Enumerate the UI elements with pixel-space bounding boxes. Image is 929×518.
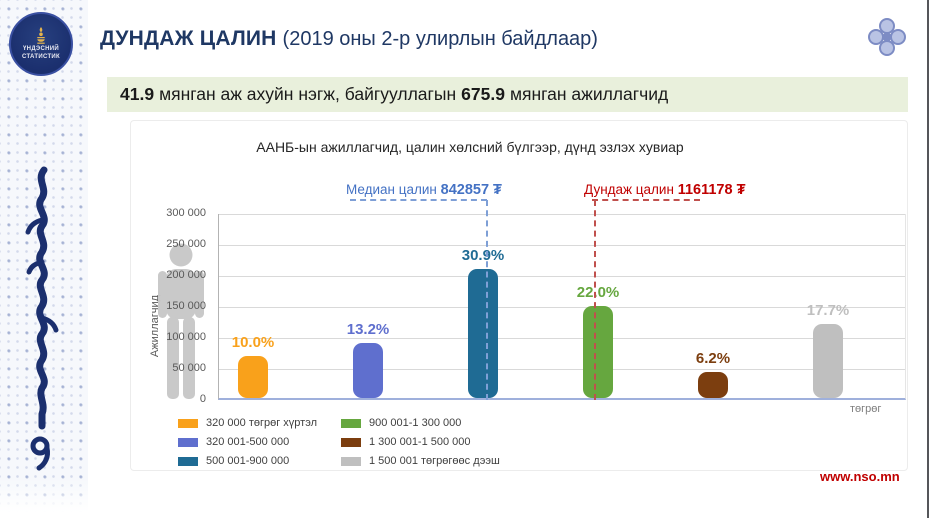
page-title-suffix: (2019 оны 2-р улирлын байдлаар) — [282, 28, 598, 50]
median-annotation-label: Медиан цалин — [346, 182, 437, 197]
bar-group-320k-500k: 13.2% — [347, 214, 389, 398]
page-title-main: ДУНДАЖ ЦАЛИН — [100, 27, 277, 50]
average-annotation-value: 1161178 ₮ — [677, 182, 746, 198]
bar-value-label: 10.0% — [231, 334, 275, 351]
banner-value-workers: 675.9 — [461, 84, 505, 104]
logo-text-line2: СТАТИСТИК — [21, 54, 60, 60]
page-title: ДУНДАЖ ЦАЛИН (2019 оны 2-р улирлын байдл… — [100, 27, 598, 51]
website-url: www.nso.mn — [820, 469, 900, 484]
legend-swatch — [178, 456, 198, 466]
bar — [583, 306, 613, 398]
logo-text-line1: ҮНДЭСНИЙ — [23, 45, 59, 52]
legend-label: 320 000 төгрөг хүртэл — [206, 417, 317, 429]
median-dashed-connector — [350, 199, 487, 201]
summary-banner: 41.9 мянган аж ахуйн нэгж, байгууллагын … — [107, 77, 908, 112]
legend-item: 320 000 төгрөг хүртэл — [178, 417, 341, 429]
nso-logo: ҮНДЭСНИЙ СТАТИСТИК — [9, 12, 73, 76]
legend-label: 1 300 001-1 500 000 — [369, 436, 471, 448]
legend-swatch — [341, 456, 361, 466]
sidebar-ornamental-band: ҮНДЭСНИЙ СТАТИСТИК — [0, 0, 88, 518]
y-tick: 150 000 — [166, 300, 206, 312]
bar — [353, 343, 383, 398]
legend-label: 320 001-500 000 — [206, 436, 290, 448]
plot-area: 10.0% 13.2% 30.9% 22.0% 6.2% 17.7% — [218, 214, 906, 400]
bar-group-under-320k: 10.0% — [232, 214, 274, 398]
chart-legend: 320 000 төгрөг хүртэл 320 001-500 000 50… — [178, 417, 500, 474]
gridline — [219, 245, 905, 246]
x-axis-title: төгрөг — [850, 403, 882, 415]
bar — [468, 269, 498, 398]
bar-group-500k-900k: 30.9% — [462, 214, 504, 398]
legend-label: 500 001-900 000 — [206, 455, 290, 467]
mongol-script-calligraphy-icon — [25, 166, 59, 430]
slide-right-edge — [927, 0, 929, 518]
legend-column: 320 000 төгрөг хүртэл 320 001-500 000 50… — [178, 417, 341, 474]
bar — [813, 324, 843, 398]
legend-label: 1 500 001 төгрөгөөс дээш — [369, 455, 500, 467]
bar-value-label: 30.9% — [461, 247, 505, 264]
banner-value-units: 41.9 — [120, 84, 155, 104]
y-tick: 300 000 — [166, 207, 206, 219]
legend-item: 1 300 001-1 500 000 — [341, 436, 500, 448]
banner-text-units: мянган аж ахуйн нэгж, байгууллагын — [159, 84, 457, 104]
legend-swatch — [341, 437, 361, 447]
legend-column: 900 001-1 300 000 1 300 001-1 500 000 1 … — [341, 417, 500, 474]
gridline — [219, 338, 905, 339]
legend-swatch — [341, 418, 361, 428]
median-annotation: Медиан цалин 842857 ₮ — [346, 182, 502, 198]
person-silhouette-icon — [158, 243, 204, 399]
y-tick: 250 000 — [166, 238, 206, 250]
bar-group-900k-1300k: 22.0% — [577, 214, 619, 398]
average-dashed-connector — [592, 199, 700, 201]
legend-swatch — [178, 437, 198, 447]
chart-title: ААНБ-ын ажиллагчид, цалин хөлсний бүлгээ… — [256, 139, 684, 155]
average-annotation-label: Дундаж цалин — [584, 182, 674, 197]
banner-text-workers: мянган ажиллагчид — [509, 84, 669, 104]
legend-item: 1 500 001 төгрөгөөс дээш — [341, 455, 500, 467]
y-tick: 0 — [199, 393, 206, 405]
legend-item: 320 001-500 000 — [178, 436, 341, 448]
bar-value-label: 13.2% — [346, 321, 390, 338]
median-annotation-value: 842857 ₮ — [440, 182, 502, 198]
gridline — [219, 214, 905, 215]
mongol-script-glyph-icon — [30, 436, 50, 471]
bar — [238, 356, 268, 398]
legend-item: 500 001-900 000 — [178, 455, 341, 467]
y-tick: 50 000 — [172, 362, 206, 374]
legend-swatch — [178, 418, 198, 428]
y-tick: 100 000 — [166, 331, 206, 343]
bar-group-1300k-1500k: 6.2% — [695, 214, 731, 398]
gridline — [219, 369, 905, 370]
bar-group-over-1500k: 17.7% — [807, 214, 849, 398]
bar-value-label: 22.0% — [576, 284, 620, 301]
soyombo-icon — [37, 26, 45, 44]
bar-value-label: 6.2% — [695, 350, 731, 367]
legend-item: 900 001-1 300 000 — [341, 417, 500, 429]
average-annotation: Дундаж цалин 1161178 ₮ — [584, 182, 745, 198]
legend-label: 900 001-1 300 000 — [369, 417, 462, 429]
knot-ornament-icon — [868, 18, 906, 56]
gridline — [219, 307, 905, 308]
bar — [698, 372, 728, 398]
median-dashed-line — [486, 200, 488, 400]
bar-value-label: 17.7% — [806, 302, 850, 319]
y-tick: 200 000 — [166, 269, 206, 281]
average-dashed-line — [594, 200, 596, 400]
chart-container — [130, 120, 908, 471]
gridline — [219, 276, 905, 277]
